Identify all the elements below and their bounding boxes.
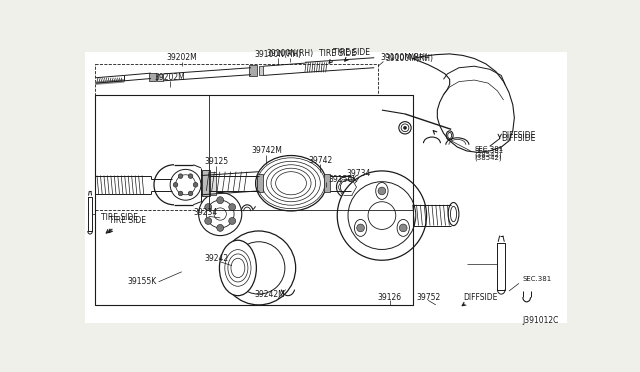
Bar bbox=[149, 73, 156, 81]
Text: TIRE SIDE: TIRE SIDE bbox=[109, 216, 145, 225]
Bar bbox=[202, 170, 210, 196]
Circle shape bbox=[356, 224, 364, 232]
Text: 39100N(RH): 39100N(RH) bbox=[266, 49, 313, 58]
Circle shape bbox=[188, 174, 193, 179]
Circle shape bbox=[217, 224, 223, 231]
Text: 39156K: 39156K bbox=[328, 175, 357, 184]
Text: TIRE SIDE: TIRE SIDE bbox=[333, 48, 370, 57]
Circle shape bbox=[188, 191, 193, 196]
Text: 39126: 39126 bbox=[378, 293, 402, 302]
Bar bbox=[250, 65, 257, 76]
Circle shape bbox=[403, 126, 406, 129]
Text: 39100M(RH): 39100M(RH) bbox=[380, 53, 428, 62]
Circle shape bbox=[378, 187, 386, 195]
Text: 39100N(RH): 39100N(RH) bbox=[254, 50, 301, 59]
Circle shape bbox=[337, 171, 427, 260]
Ellipse shape bbox=[448, 202, 459, 225]
Bar bbox=[157, 74, 163, 81]
Bar bbox=[210, 172, 216, 195]
Text: 39125: 39125 bbox=[204, 157, 228, 166]
Text: J391012C: J391012C bbox=[523, 316, 559, 325]
Circle shape bbox=[178, 191, 183, 196]
Text: 39742M: 39742M bbox=[251, 147, 282, 155]
Text: SEC.381: SEC.381 bbox=[474, 148, 504, 154]
Ellipse shape bbox=[220, 240, 257, 296]
Circle shape bbox=[193, 183, 198, 187]
Text: 39242: 39242 bbox=[205, 254, 229, 263]
Text: SEC.381: SEC.381 bbox=[522, 276, 551, 282]
Text: 39242M: 39242M bbox=[255, 291, 285, 299]
Circle shape bbox=[205, 218, 212, 224]
Text: 39202M: 39202M bbox=[166, 53, 197, 62]
Bar bbox=[259, 66, 263, 76]
Text: 39155K: 39155K bbox=[128, 277, 157, 286]
Circle shape bbox=[173, 183, 178, 187]
Circle shape bbox=[399, 224, 407, 232]
Circle shape bbox=[178, 174, 183, 179]
Bar bbox=[257, 174, 263, 192]
Text: DIFFSIDE: DIFFSIDE bbox=[501, 134, 536, 143]
Text: 39742: 39742 bbox=[308, 155, 332, 165]
Circle shape bbox=[205, 203, 212, 211]
Text: 39202M: 39202M bbox=[155, 73, 186, 82]
Ellipse shape bbox=[255, 155, 326, 211]
Bar bbox=[324, 174, 330, 192]
Circle shape bbox=[228, 218, 236, 224]
Text: DIFFSIDE: DIFFSIDE bbox=[501, 131, 536, 140]
Text: 39100M(RH): 39100M(RH) bbox=[386, 54, 434, 63]
Text: 39234: 39234 bbox=[193, 208, 218, 217]
Text: 39752: 39752 bbox=[416, 293, 440, 302]
Text: DIFFSIDE: DIFFSIDE bbox=[463, 293, 497, 302]
Text: (38542): (38542) bbox=[474, 151, 502, 158]
Text: TIRE SIDE: TIRE SIDE bbox=[101, 214, 138, 222]
Text: 39734: 39734 bbox=[347, 170, 371, 179]
Circle shape bbox=[221, 231, 296, 305]
Text: TIRE SIDE: TIRE SIDE bbox=[319, 49, 356, 58]
Circle shape bbox=[228, 203, 236, 211]
Text: SEC.381: SEC.381 bbox=[474, 145, 504, 152]
Text: (38542): (38542) bbox=[474, 155, 502, 161]
Circle shape bbox=[217, 197, 223, 203]
